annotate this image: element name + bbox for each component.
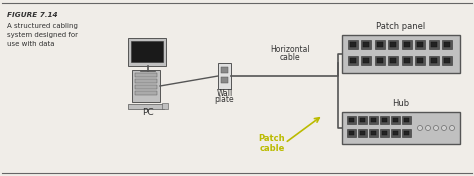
Bar — [350, 58, 356, 63]
Bar — [429, 56, 439, 65]
Bar — [128, 38, 166, 66]
Bar — [362, 40, 372, 49]
Circle shape — [441, 125, 447, 130]
Bar — [404, 118, 409, 122]
Bar — [347, 129, 356, 137]
Bar — [402, 56, 412, 65]
Bar — [375, 40, 385, 49]
Bar — [402, 40, 412, 49]
Bar — [349, 131, 354, 135]
Bar — [377, 42, 383, 47]
Text: Hub: Hub — [392, 99, 410, 108]
Text: use with data: use with data — [7, 41, 55, 47]
Bar — [135, 85, 157, 89]
Bar — [429, 40, 439, 49]
Bar — [221, 77, 228, 83]
Bar — [391, 129, 400, 137]
Bar — [443, 56, 453, 65]
Text: A structured cabling: A structured cabling — [7, 23, 78, 29]
Bar — [393, 131, 398, 135]
Bar — [221, 67, 228, 73]
Bar — [382, 118, 387, 122]
Circle shape — [426, 125, 430, 130]
Bar — [377, 58, 383, 63]
Bar — [431, 42, 437, 47]
Circle shape — [434, 125, 438, 130]
Bar — [389, 56, 399, 65]
Bar — [369, 129, 378, 137]
Bar — [364, 42, 370, 47]
Text: cable: cable — [259, 144, 285, 153]
Bar — [347, 116, 356, 124]
Bar — [131, 41, 163, 62]
Bar — [371, 118, 376, 122]
Bar — [360, 118, 365, 122]
Bar — [348, 40, 358, 49]
Circle shape — [449, 125, 455, 130]
Bar — [402, 129, 411, 137]
Bar — [350, 42, 356, 47]
Text: Patch panel: Patch panel — [376, 22, 426, 31]
Text: FIGURE 7.14: FIGURE 7.14 — [7, 12, 57, 18]
Bar — [364, 58, 370, 63]
Bar — [416, 40, 426, 49]
Bar — [380, 116, 389, 124]
Text: system designed for: system designed for — [7, 32, 78, 38]
Bar — [369, 116, 378, 124]
Bar — [404, 131, 409, 135]
Bar — [135, 73, 157, 77]
Bar — [389, 40, 399, 49]
Bar — [360, 131, 365, 135]
Bar — [404, 58, 410, 63]
Bar — [402, 116, 411, 124]
Bar — [391, 58, 396, 63]
Text: Horizontal: Horizontal — [270, 45, 310, 54]
Bar — [162, 103, 168, 109]
Bar — [416, 56, 426, 65]
Text: Patch: Patch — [259, 134, 285, 143]
Text: Wall: Wall — [216, 89, 233, 98]
Bar — [218, 63, 231, 89]
Bar — [132, 70, 160, 102]
Bar — [391, 42, 396, 47]
Bar — [348, 56, 358, 65]
Bar — [382, 131, 387, 135]
Text: PC: PC — [142, 108, 154, 117]
Bar — [375, 56, 385, 65]
Bar — [445, 42, 450, 47]
Bar — [418, 42, 423, 47]
Bar — [431, 58, 437, 63]
Bar — [342, 112, 460, 144]
Bar — [443, 40, 453, 49]
Bar — [358, 129, 367, 137]
Bar — [380, 129, 389, 137]
Bar — [418, 58, 423, 63]
Bar — [404, 42, 410, 47]
Bar — [358, 116, 367, 124]
Bar — [135, 91, 157, 95]
Bar — [362, 56, 372, 65]
Bar — [391, 116, 400, 124]
Bar — [393, 118, 398, 122]
Bar — [371, 131, 376, 135]
Circle shape — [418, 125, 422, 130]
Bar — [445, 58, 450, 63]
Bar — [349, 118, 354, 122]
Bar — [135, 79, 157, 83]
Bar — [128, 104, 164, 109]
Text: plate: plate — [215, 95, 234, 104]
Text: cable: cable — [280, 53, 301, 62]
Bar — [342, 35, 460, 73]
